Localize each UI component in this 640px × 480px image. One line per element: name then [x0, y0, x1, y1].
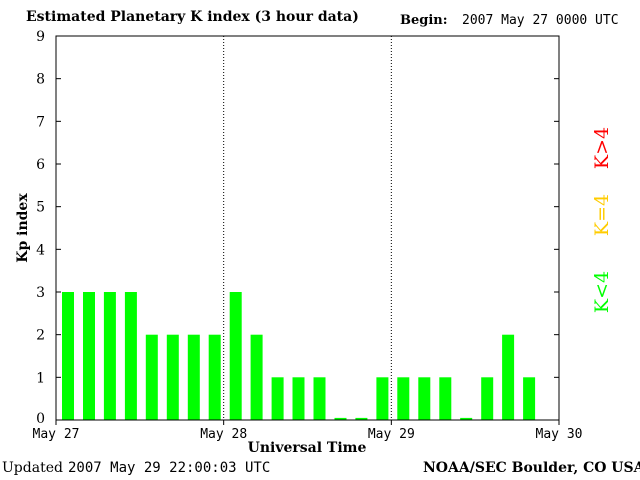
kp-bar: [502, 334, 515, 420]
kp-bar: [62, 292, 74, 420]
kp-bar: [376, 377, 389, 420]
kp-bar: [355, 417, 368, 420]
y-tick-label: 6: [36, 157, 45, 173]
y-tick-label: 4: [36, 242, 45, 258]
kp-bar: [439, 377, 452, 420]
kp-bar: [250, 334, 263, 420]
updated-value: 2007 May 29 22:00:03 UTC: [68, 460, 271, 476]
kp-bar: [418, 377, 431, 420]
y-tick-label: 5: [36, 200, 45, 216]
kp-bar: [208, 334, 221, 420]
x-tick-label: May 27: [33, 427, 80, 442]
begin-label: Begin:: [400, 13, 448, 28]
kp-bar: [124, 292, 137, 420]
kp-bar: [187, 334, 200, 420]
kp-bar: [481, 377, 494, 420]
x-tick-group: May 27 May 28 May 29 May 30: [33, 420, 583, 442]
plot-frame: [55, 35, 560, 421]
kp-bar: [229, 292, 242, 420]
y-tick-label: 3: [36, 285, 45, 301]
kp-bar: [334, 417, 347, 420]
chart-title: Estimated Planetary K index (3 hour data…: [26, 9, 359, 25]
y-tick-label: 9: [36, 29, 45, 45]
y-tick-label: 2: [36, 328, 45, 344]
legend-high: K>4: [591, 127, 613, 169]
kp-bar: [103, 292, 116, 420]
legend-low: K<4: [591, 271, 613, 313]
kp-bar: [271, 377, 284, 420]
y-axis-label: Kp index: [15, 193, 31, 263]
kp-bar: [145, 334, 158, 420]
kp-bar: [523, 377, 536, 420]
y-tick-label: 8: [36, 72, 45, 88]
x-tick-label: May 30: [536, 427, 583, 442]
x-tick-label: May 28: [200, 427, 247, 442]
y-tick-group: 0 1 2 3 4 5 6 7 8 9: [36, 29, 559, 427]
kp-bar: [166, 334, 179, 420]
bar-group: [62, 292, 536, 420]
day-divider-group: [223, 36, 392, 420]
legend-equal: K=4: [591, 194, 613, 236]
y-tick-label: 1: [36, 370, 45, 386]
updated-label: Updated: [2, 460, 63, 476]
x-tick-label: May 29: [368, 427, 415, 442]
begin-value: 2007 May 27 0000 UTC: [462, 13, 619, 28]
kp-bar: [292, 377, 305, 420]
y-tick-label: 7: [36, 114, 45, 130]
kp-bar: [313, 377, 326, 420]
kp-bar: [460, 417, 473, 420]
y-tick-label: 0: [36, 411, 45, 427]
kp-bar: [397, 377, 410, 420]
x-axis-label: Universal Time: [248, 440, 367, 456]
source-credit: NOAA/SEC Boulder, CO USA: [423, 460, 640, 476]
kp-bar: [83, 292, 95, 420]
